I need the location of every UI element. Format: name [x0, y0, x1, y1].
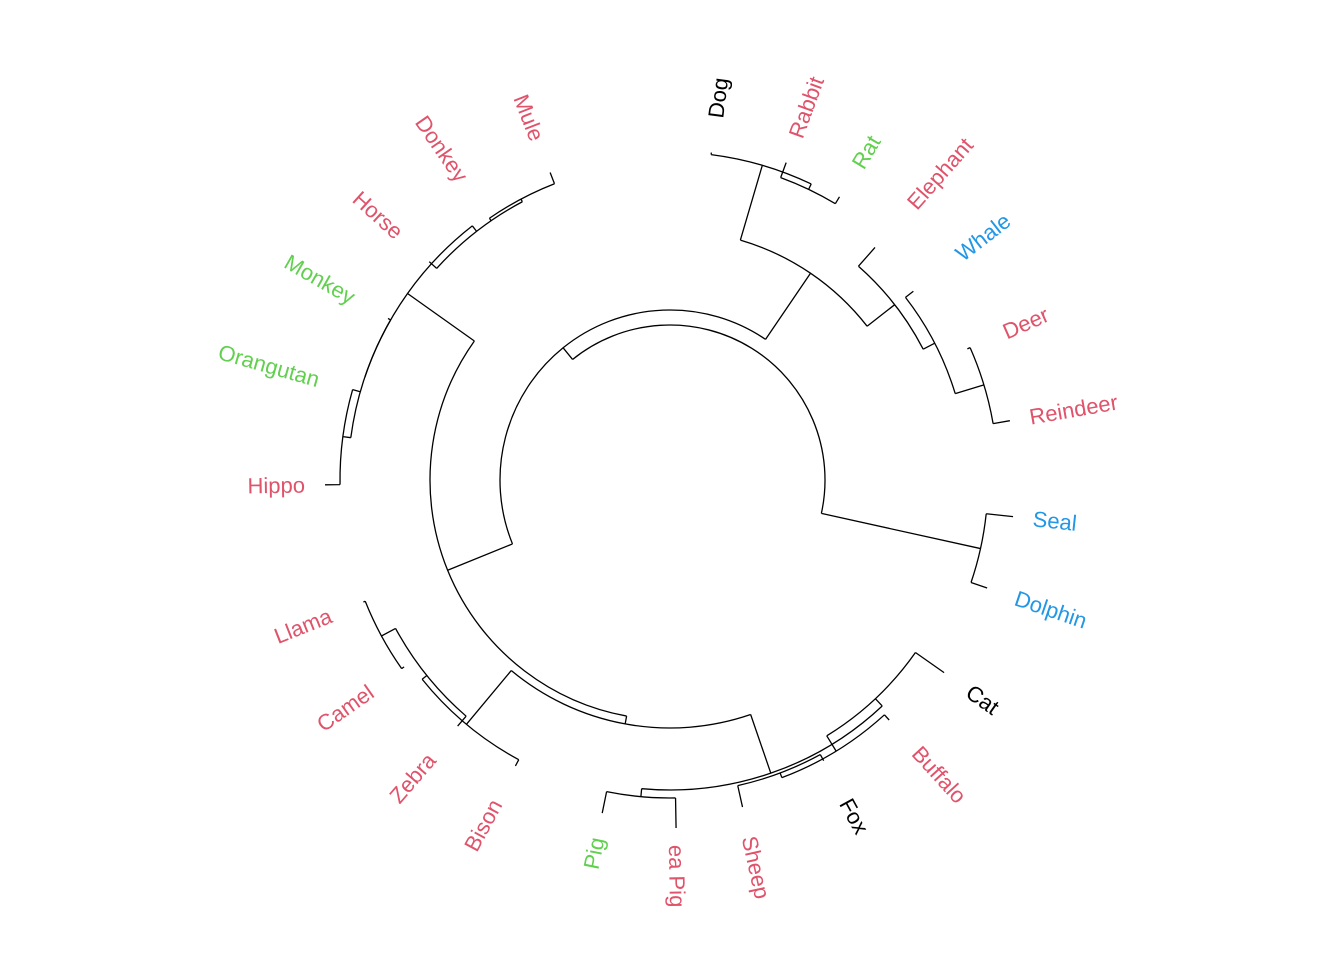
leaf-label: Reindeer — [1027, 390, 1119, 430]
dendrogram-branches — [325, 152, 1014, 828]
dendrogram-branch — [364, 225, 478, 378]
dendrogram-branch — [826, 651, 945, 752]
dendrogram-branch — [904, 290, 985, 395]
leaf-label: Rabbit — [784, 73, 829, 141]
leaf-label: Deer — [999, 302, 1053, 344]
dendrogram-branch — [342, 317, 392, 439]
dendrogram-branch — [407, 292, 628, 725]
dendrogram-branch — [780, 162, 841, 205]
dendrogram-branch — [488, 172, 556, 222]
dendrogram-branch — [970, 513, 1014, 589]
leaf-label: Llama — [271, 603, 337, 649]
leaf-label: Cat — [961, 680, 1003, 720]
leaf-label: Seal — [1032, 506, 1078, 536]
leaf-label: Hippo — [247, 473, 305, 499]
leaf-label: Bison — [459, 795, 507, 855]
leaf-label: Rat — [847, 131, 886, 173]
leaf-label: Pig — [579, 835, 610, 871]
leaf-label: ea Pig — [664, 845, 690, 908]
dendrogram-branch — [601, 790, 677, 828]
dendrogram-branch — [363, 600, 405, 670]
dendrogram-branch — [967, 347, 1010, 425]
dendrogram-branch — [428, 198, 523, 269]
dendrogram-branch — [562, 324, 981, 550]
leaf-label: Sheep — [737, 834, 775, 902]
dendrogram-branch — [465, 670, 772, 774]
leaf-label: Orangutan — [216, 339, 323, 392]
leaf-label: Dog — [703, 76, 733, 119]
dendrogram-branch — [325, 388, 361, 486]
dendrogram-branch — [447, 272, 812, 571]
dendrogram-branch — [739, 165, 896, 327]
dendrogram-branch — [857, 247, 936, 350]
dendrogram-branch — [640, 698, 883, 797]
dendrogram-branch — [779, 714, 890, 779]
leaf-label: Dolphin — [1012, 586, 1091, 634]
leaf-label: Monkey — [280, 249, 359, 309]
leaf-label: Elephant — [902, 133, 978, 215]
leaf-label: Camel — [312, 680, 378, 737]
leaf-label: Whale — [951, 208, 1016, 266]
dendrogram-branch — [737, 753, 825, 808]
leaf-label: Horse — [348, 186, 408, 244]
leaf-label: Fox — [834, 794, 874, 838]
dendrogram-branch — [421, 674, 520, 767]
leaf-label: Zebra — [384, 748, 441, 808]
leaf-label: Donkey — [410, 111, 473, 187]
leaf-label: Mule — [508, 91, 549, 145]
leaf-label: Buffalo — [907, 741, 971, 808]
